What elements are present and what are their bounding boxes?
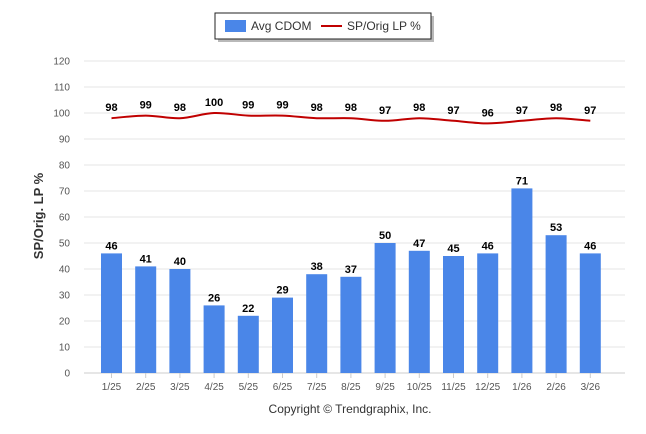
- y-axis-ticks: 0 10 20 30 40 50 60 70 80 90 100 110 120: [53, 57, 70, 380]
- bar-data-labels: 46 41 40 26 22 29 38 37 50 47 45 46 71 53 46: [105, 175, 596, 314]
- bar-2-25: [135, 266, 157, 373]
- y-tick-label-20: 20: [59, 317, 71, 328]
- line-label-10-25: 98: [413, 102, 425, 114]
- bar-label-12-25: 46: [482, 240, 494, 252]
- x-tick-label-8-25: 8/25: [341, 382, 361, 393]
- bar-3-25: [169, 269, 191, 373]
- bar-label-3-25: 40: [174, 256, 186, 268]
- gridlines: [84, 60, 625, 348]
- x-tick-label-11-25: 11/25: [441, 382, 466, 393]
- line-label-4-25: 100: [205, 97, 223, 109]
- sp-orig-line-path: [111, 111, 591, 125]
- y-tick-label-120: 120: [53, 57, 70, 68]
- x-axis-ticks: 1/25 2/25 3/25 4/25 5/25 6/25 7/25 8/25 9/25 10/2…: [102, 373, 601, 393]
- line-label-3-25: 98: [174, 102, 186, 114]
- bar-label-4-25: 26: [208, 292, 220, 304]
- bar-label-2-26: 53: [550, 222, 562, 234]
- y-tick-label-70: 70: [59, 187, 71, 198]
- x-tick-label-2-26: 2/26: [546, 382, 566, 393]
- x-tick-label-5-25: 5/25: [239, 382, 259, 393]
- line-label-7-25: 98: [311, 102, 323, 114]
- x-tick-label-2-25: 2/25: [136, 382, 156, 393]
- y-tick-label-90: 90: [59, 135, 71, 146]
- line-label-1-26: 97: [516, 105, 528, 117]
- x-tick-label-10-25: 10/25: [407, 382, 432, 393]
- bar-label-2-25: 41: [140, 253, 152, 265]
- line-label-8-25: 98: [345, 102, 357, 114]
- bar-label-6-25: 29: [276, 285, 288, 297]
- line-label-1-25: 98: [105, 102, 117, 114]
- line-label-5-25: 99: [242, 100, 254, 112]
- legend-label-avg-cdom: Avg CDOM: [251, 19, 311, 33]
- bar-label-8-25: 37: [345, 264, 357, 276]
- bar-label-9-25: 50: [379, 230, 391, 242]
- bar-6-25: [272, 297, 293, 373]
- x-tick-label-1-26: 1/26: [512, 382, 532, 393]
- bar-5-25: [237, 315, 259, 373]
- y-tick-label-40: 40: [59, 265, 71, 276]
- y-tick-label-10: 10: [59, 343, 71, 354]
- bar-2-26: [545, 235, 567, 373]
- line-label-3-26: 97: [584, 105, 596, 117]
- x-tick-label-12-25: 12/25: [475, 382, 500, 393]
- bar-1-26: [511, 188, 533, 373]
- bar-series-avg-cdom: [101, 188, 601, 373]
- bar-label-1-26: 71: [516, 175, 528, 187]
- bar-label-5-25: 22: [242, 303, 254, 315]
- x-tick-label-6-25: 6/25: [273, 382, 293, 393]
- bar-label-1-25: 46: [105, 240, 117, 252]
- x-tick-label-1-25: 1/25: [102, 382, 122, 393]
- legend: Avg CDOM SP/Orig LP %: [214, 12, 434, 42]
- legend-swatch-avg-cdom: [225, 20, 246, 32]
- y-tick-label-0: 0: [64, 369, 70, 380]
- x-tick-label-7-25: 7/25: [307, 382, 327, 393]
- bar-8-25: [340, 276, 362, 373]
- bar-3-26: [579, 253, 601, 373]
- bar-10-25: [408, 250, 430, 373]
- legend-label-sp-orig: SP/Orig LP %: [347, 19, 421, 33]
- bar-1-25: [101, 253, 122, 373]
- bar-12-25: [477, 253, 499, 373]
- y-tick-label-100: 100: [53, 109, 70, 120]
- copyright-footer: Copyright © Trendgraphix, Inc.: [269, 402, 432, 416]
- x-tick-label-3-25: 3/25: [170, 382, 190, 393]
- line-label-11-25: 97: [447, 105, 459, 117]
- line-series-sp-orig: [111, 111, 591, 125]
- bar-label-7-25: 38: [311, 261, 323, 273]
- y-tick-label-80: 80: [59, 161, 71, 172]
- y-tick-label-60: 60: [59, 213, 71, 224]
- x-tick-label-4-25: 4/25: [204, 382, 224, 393]
- bar-label-10-25: 47: [413, 238, 425, 250]
- bar-label-11-25: 45: [447, 243, 459, 255]
- y-tick-label-50: 50: [59, 239, 71, 250]
- line-data-labels: 98 99 98 100 99 99 98 98 97 98 97 96 97 98 97: [105, 97, 596, 119]
- line-label-12-25: 96: [482, 107, 494, 119]
- line-label-2-25: 99: [140, 100, 152, 112]
- bar-7-25: [306, 274, 328, 373]
- bar-9-25: [374, 243, 396, 373]
- line-label-6-25: 99: [276, 100, 288, 112]
- y-tick-label-30: 30: [59, 291, 71, 302]
- x-tick-label-3-26: 3/26: [581, 382, 601, 393]
- line-label-9-25: 97: [379, 105, 391, 117]
- bar-4-25: [203, 305, 225, 373]
- x-tick-label-9-25: 9/25: [375, 382, 395, 393]
- line-label-2-26: 98: [550, 102, 562, 114]
- y-tick-label-110: 110: [54, 83, 70, 94]
- bar-11-25: [443, 256, 464, 373]
- y-axis-title: SP/Orig. LP %: [31, 172, 46, 259]
- bar-label-3-26: 46: [584, 240, 596, 252]
